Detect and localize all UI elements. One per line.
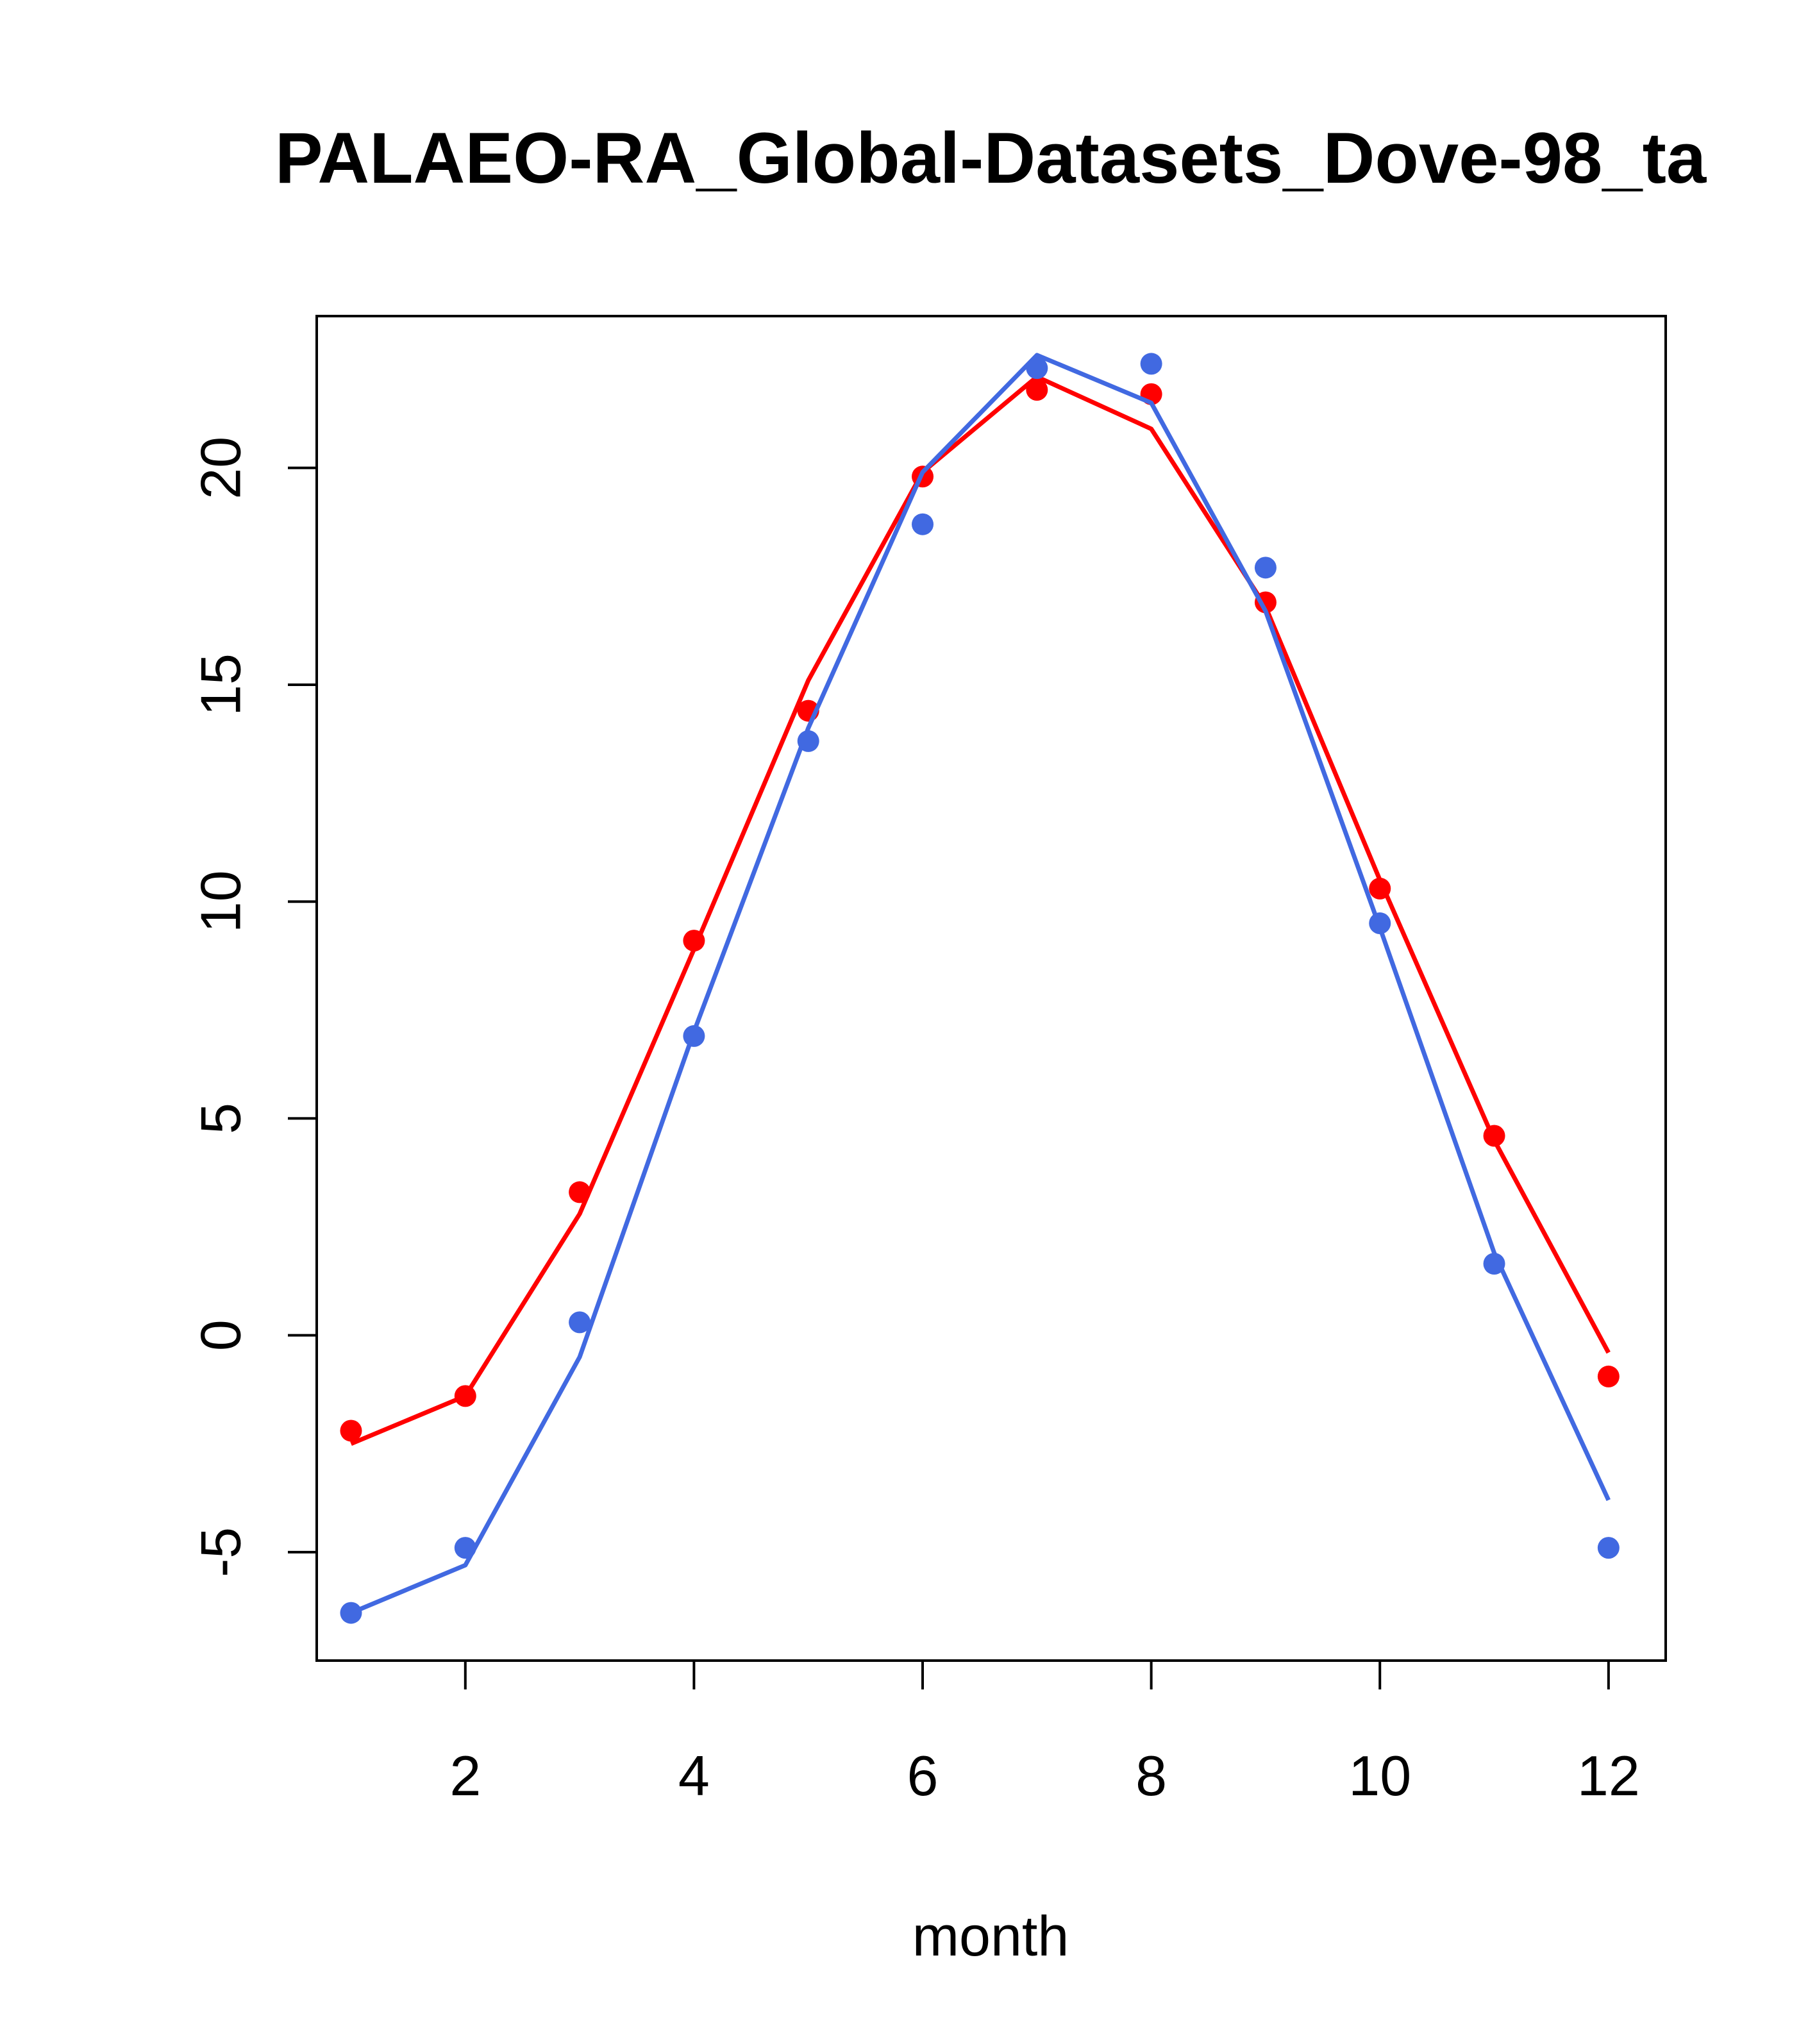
y-axis: -5 0 5 10 15 20 (189, 437, 318, 1577)
series-line-red (350, 374, 1611, 1446)
data-point-red (454, 1385, 476, 1407)
data-point-red (1026, 378, 1048, 401)
x-axis-label: month (912, 1904, 1069, 1968)
y-tick-label: 10 (189, 870, 253, 933)
y-tick-label: 20 (189, 437, 253, 499)
data-point-blue (1483, 1253, 1505, 1275)
data-point-blue (1369, 912, 1391, 935)
plot-frame (315, 315, 1667, 1662)
series-blue (340, 353, 1620, 1624)
data-point-blue (1254, 557, 1277, 579)
y-tick-label: 5 (189, 1103, 253, 1134)
data-point-blue (454, 1537, 476, 1559)
data-point-red (569, 1181, 591, 1203)
y-tick-label: -5 (189, 1527, 253, 1577)
series-red (340, 374, 1620, 1446)
x-tick-label: 4 (678, 1744, 710, 1807)
data-point-blue (797, 730, 819, 752)
x-tick-label: 8 (1135, 1744, 1167, 1807)
data-point-red (1369, 877, 1391, 900)
chart-title: PALAEO-RA_Global-Datasets_Dove-98_ta (275, 118, 1707, 198)
data-point-blue (569, 1311, 591, 1334)
y-tick-label: 0 (189, 1319, 253, 1351)
data-point-red (1597, 1365, 1620, 1387)
data-point-blue (912, 513, 934, 535)
data-point-blue (1140, 353, 1162, 375)
x-tick-label: 6 (907, 1744, 939, 1807)
data-point-blue (1597, 1537, 1620, 1559)
data-point-red (683, 930, 705, 952)
data-point-blue (683, 1025, 705, 1047)
x-tick-label: 2 (449, 1744, 481, 1807)
x-axis: 2 4 6 8 10 12 (449, 1659, 1640, 1807)
data-point-blue (1026, 357, 1048, 380)
data-point-blue (340, 1602, 362, 1624)
series-layer (340, 353, 1620, 1624)
y-tick-label: 15 (189, 653, 253, 716)
data-point-red (1483, 1125, 1505, 1147)
x-tick-label: 12 (1577, 1744, 1640, 1807)
series-line-blue (350, 353, 1611, 1615)
data-point-red (340, 1420, 362, 1442)
x-tick-label: 10 (1348, 1744, 1411, 1807)
